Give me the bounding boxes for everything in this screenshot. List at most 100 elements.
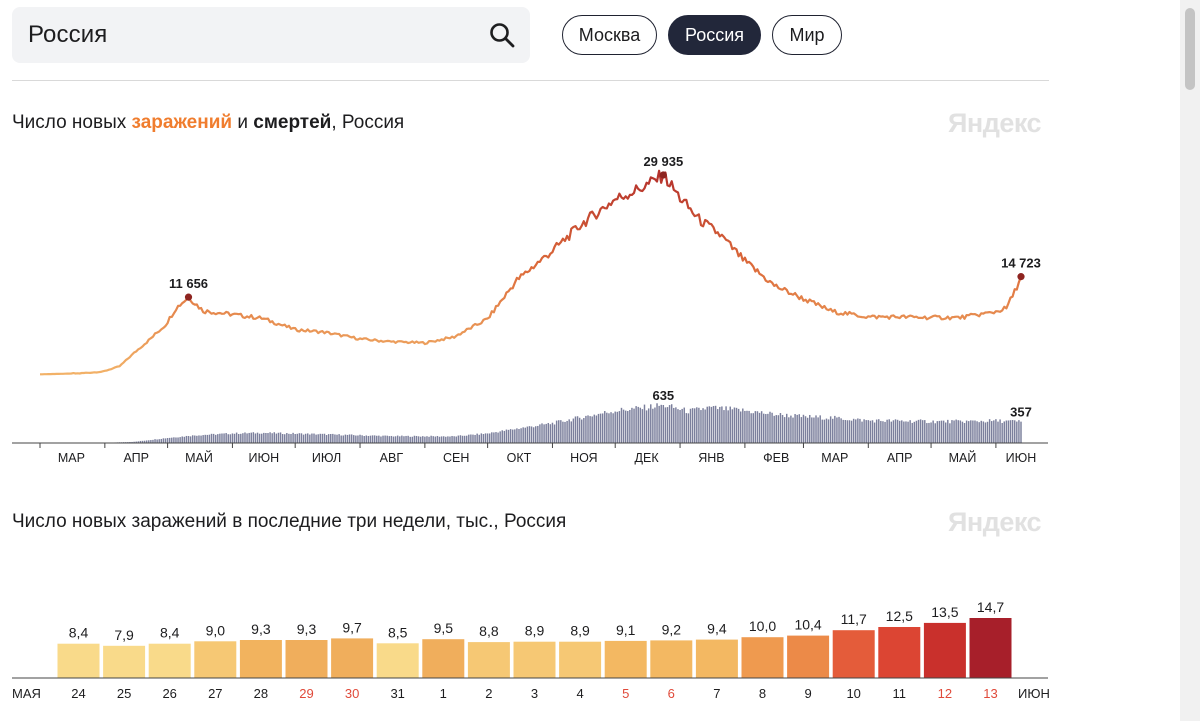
bar-value-label: 11,7: [841, 611, 867, 627]
bar-category-label: 13: [983, 686, 997, 701]
x-axis-ticks: МАР АПР МАЙ ИЮН ИЮЛ АВГ СЕН ОКТ НОЯ ДЕК ЯНВ ФЕВ МАР А…: [39, 443, 1037, 465]
deaths-bar: [840, 418, 842, 443]
deaths-bar: [574, 416, 577, 443]
deaths-bar: [353, 435, 355, 443]
deaths-bar: [221, 433, 223, 443]
deaths-bar: [202, 435, 204, 443]
bar-category-label: 2: [485, 686, 492, 701]
deaths-bar: [568, 419, 570, 443]
deaths-bar: [426, 436, 428, 443]
deaths-bar: [300, 433, 303, 443]
bar-value-label: 9,7: [342, 619, 362, 635]
deaths-bar: [635, 406, 637, 443]
deaths-bar: [679, 410, 681, 443]
bar-category-label: 31: [390, 686, 404, 701]
deaths-bar: [281, 434, 284, 443]
deaths-bar: [208, 434, 211, 443]
deaths-bar: [484, 433, 487, 443]
deaths-bar: [181, 436, 183, 443]
deaths-bar: [681, 408, 683, 443]
deaths-bar: [514, 429, 516, 443]
deaths-bar: [765, 414, 767, 443]
deaths-bar: [802, 414, 805, 443]
deaths-bar: [371, 435, 374, 443]
deaths-bar: [746, 410, 748, 443]
deaths-bar: [662, 405, 665, 443]
deaths-bar: [1016, 421, 1018, 443]
deaths-bar: [562, 421, 564, 443]
deaths-bar: [834, 415, 836, 443]
deaths-bar: [576, 416, 579, 443]
x-tick-label: ИЮН: [1006, 451, 1037, 465]
deaths-bar: [637, 406, 639, 443]
deaths-bar: [493, 432, 495, 443]
bar: [422, 639, 465, 678]
deaths-bar: [668, 405, 671, 443]
deaths-bar: [269, 432, 271, 443]
deaths-bar: [788, 417, 790, 443]
infections-marker: [1017, 273, 1025, 281]
deaths-bar: [315, 434, 317, 443]
tab-world[interactable]: Мир: [772, 15, 842, 55]
deaths-bar: [683, 407, 685, 443]
bar-category-label: 3: [531, 686, 538, 701]
deaths-bar: [936, 421, 939, 443]
deaths-bar: [355, 435, 357, 443]
deaths-bar: [532, 427, 535, 443]
deaths-bar: [817, 417, 819, 443]
deaths-bar: [390, 435, 393, 443]
bar-value-label: 9,4: [707, 621, 727, 637]
bar-value-label: 9,3: [251, 621, 271, 637]
bar-value-label: 10,0: [749, 618, 776, 634]
bar-value-label: 10,4: [794, 617, 821, 633]
deaths-bar: [993, 420, 995, 443]
bar-value-label: 9,2: [662, 621, 682, 637]
scrollbar-thumb[interactable]: [1185, 8, 1195, 90]
search-icon[interactable]: [488, 21, 516, 49]
deaths-bar: [327, 434, 330, 443]
scrollbar[interactable]: [1180, 0, 1200, 721]
bar-value-label: 8,4: [69, 625, 89, 641]
deaths-bar: [307, 433, 309, 443]
deaths-bar: [685, 413, 688, 443]
deaths-bar: [361, 435, 363, 443]
deaths-bar: [283, 434, 286, 443]
deaths-bar: [154, 439, 156, 443]
deaths-bar: [187, 435, 190, 443]
search-box[interactable]: Россия: [12, 7, 530, 63]
deaths-bar: [624, 410, 627, 443]
deaths-bar: [848, 420, 851, 443]
deaths-bar: [156, 439, 158, 443]
deaths-bar: [445, 436, 447, 443]
x-tick-label: МАЙ: [949, 450, 977, 465]
deaths-bar: [438, 436, 441, 443]
deaths-bar: [564, 421, 566, 443]
deaths-bar: [742, 408, 744, 443]
deaths-bar: [591, 416, 593, 443]
deaths-bar: [254, 433, 257, 443]
deaths-bar: [227, 434, 229, 443]
deaths-bar: [727, 410, 729, 443]
deaths-bar: [373, 435, 376, 443]
bar-category-label: 25: [117, 686, 131, 701]
deaths-bar: [317, 434, 319, 443]
deaths-bar: [731, 409, 734, 443]
infections-deaths-chart: МАР АПР МАЙ ИЮН ИЮЛ АВГ СЕН ОКТ НОЯ ДЕК ЯНВ ФЕВ МАР А…: [12, 154, 1048, 465]
tab-russia[interactable]: Россия: [668, 15, 761, 55]
deaths-bar: [942, 420, 945, 443]
deaths-bar: [430, 435, 432, 443]
search-input[interactable]: Россия: [28, 21, 108, 48]
deaths-bar: [660, 404, 662, 443]
deaths-bar: [560, 420, 562, 443]
tab-moscow[interactable]: Москва: [562, 15, 657, 55]
deaths-bar: [622, 409, 625, 443]
x-tick-label: ОКТ: [507, 451, 532, 465]
deaths-bar: [965, 420, 968, 443]
deaths-bar: [762, 413, 765, 443]
deaths-bar: [553, 424, 556, 443]
deaths-bar: [967, 421, 970, 443]
deaths-bar: [819, 415, 821, 443]
deaths-bar: [488, 433, 491, 443]
deaths-bar: [340, 435, 342, 443]
deaths-bar: [279, 432, 282, 443]
